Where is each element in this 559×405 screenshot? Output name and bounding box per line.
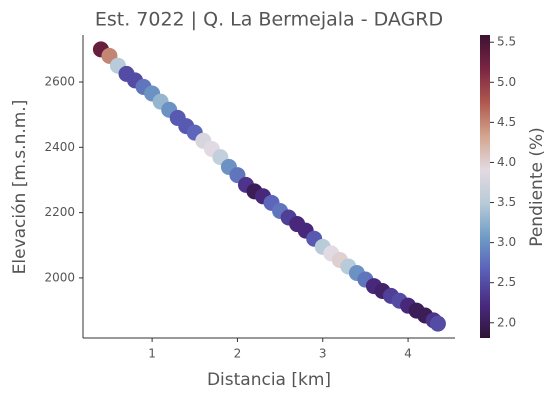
y-tick-label: 2400	[44, 140, 75, 154]
x-tick-label: 4	[404, 347, 412, 361]
colorbar-tick-label: 2.5	[497, 275, 516, 289]
x-tick-label: 1	[148, 347, 156, 361]
colorbar-tick-label: 4.0	[497, 155, 516, 169]
colorbar-tick-label: 5.0	[497, 75, 516, 89]
colorbar-tick-label: 2.0	[497, 315, 516, 329]
y-tick-label: 2000	[44, 270, 75, 284]
chart-title: Est. 7022 | Q. La Bermejala - DAGRD	[95, 9, 443, 31]
colorbar-tick-label: 3.5	[497, 195, 516, 209]
point	[429, 315, 446, 332]
colorbar	[480, 35, 490, 338]
y-tick-label: 2600	[44, 75, 75, 89]
y-tick-label: 2200	[44, 205, 75, 219]
colorbar-tick-label: 3.0	[497, 235, 516, 249]
x-axis-label: Distancia [km]	[207, 370, 331, 390]
x-tick-label: 3	[319, 347, 327, 361]
colorbar-tick-label: 5.5	[497, 35, 516, 49]
colorbar-tick-label: 4.5	[497, 115, 516, 129]
colorbar-label: Pendiente (%)	[527, 127, 547, 247]
y-axis-label: Elevación [m.s.n.m.]	[10, 100, 30, 275]
x-tick-label: 2	[234, 347, 242, 361]
